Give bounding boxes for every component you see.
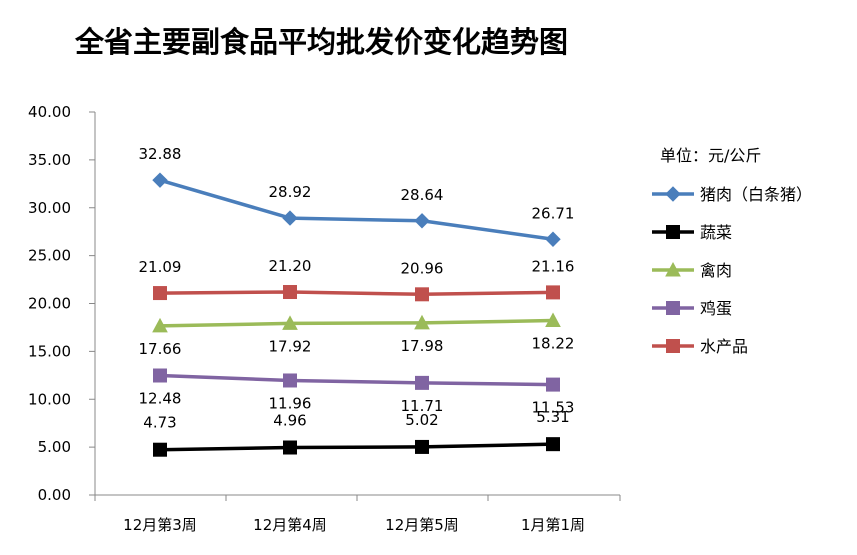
data-label: 5.02	[405, 411, 438, 429]
series-markers	[152, 172, 561, 457]
legend-swatch-marker	[666, 301, 680, 315]
data-label: 20.96	[401, 259, 444, 277]
data-label: 11.71	[401, 397, 444, 415]
data-label: 21.16	[532, 257, 575, 275]
data-point	[545, 231, 561, 247]
data-label: 12.48	[139, 390, 182, 408]
series-lines	[159, 178, 554, 452]
data-label: 5.31	[536, 408, 569, 426]
x-tick-label: 12月第3周	[123, 516, 197, 534]
y-tick-label: 40.00	[28, 103, 71, 121]
series-line	[159, 373, 554, 387]
data-label: 28.92	[269, 183, 312, 201]
data-point	[283, 440, 297, 455]
data-label: 21.09	[139, 258, 182, 276]
legend-label: 蔬菜	[700, 223, 732, 242]
data-label: 11.96	[269, 394, 312, 412]
series-line	[159, 442, 554, 452]
data-label: 17.92	[269, 337, 312, 355]
legend-label: 水产品	[700, 337, 748, 356]
chart-title: 全省主要副食品平均批发价变化趋势图	[74, 25, 568, 59]
y-tick-label: 30.00	[28, 199, 71, 217]
data-point	[545, 312, 561, 328]
legend-swatch-marker	[665, 186, 681, 202]
y-axis-ticks: 0.00 5.00 10.00 15.00 20.00 25.00 30.00 35.00 40…	[28, 103, 95, 504]
y-tick-label: 20.00	[28, 295, 71, 313]
data-point	[283, 285, 297, 300]
axes	[94, 112, 620, 496]
series-line	[159, 318, 554, 328]
data-point	[152, 317, 168, 333]
data-label: 21.20	[269, 257, 312, 275]
data-label: 4.73	[143, 414, 176, 432]
legend-label: 禽肉	[700, 261, 732, 280]
data-point	[414, 213, 430, 229]
x-axis-ticks: 12月第3周 12月第4周 12月第5周 1月第1周	[94, 495, 621, 534]
y-tick-label: 25.00	[28, 247, 71, 265]
data-point	[415, 375, 429, 390]
data-point	[153, 368, 167, 383]
data-point	[152, 172, 168, 188]
data-labels: 32.88 28.92 28.64 26.71 4.73 4.96 5.02 5.31 17.6…	[139, 145, 575, 432]
data-point	[282, 315, 298, 330]
y-tick-label: 0.00	[38, 486, 71, 504]
data-point	[283, 373, 297, 388]
series-line	[159, 290, 554, 297]
data-point	[153, 442, 167, 457]
legend-swatch-marker	[666, 339, 680, 353]
data-point	[546, 437, 560, 452]
data-label: 17.66	[139, 340, 182, 358]
legend-swatch-marker	[665, 261, 681, 277]
data-label: 28.64	[401, 186, 444, 204]
data-label: 26.71	[532, 204, 575, 222]
series-line	[159, 178, 554, 241]
data-label: 32.88	[139, 145, 182, 163]
data-label: 4.96	[273, 412, 306, 430]
data-label: 17.98	[401, 337, 444, 355]
y-tick-label: 15.00	[28, 342, 71, 360]
x-tick-label: 12月第4周	[253, 516, 327, 534]
data-point	[414, 314, 430, 330]
data-label: 18.22	[532, 335, 575, 353]
data-point	[415, 287, 429, 302]
data-point	[546, 285, 560, 300]
unit-note: 单位：元/公斤	[660, 146, 761, 165]
x-tick-label: 12月第5周	[385, 516, 459, 534]
y-tick-label: 35.00	[28, 151, 71, 169]
data-point	[153, 286, 167, 301]
legend-swatch-marker	[666, 225, 680, 239]
y-tick-label: 5.00	[38, 438, 71, 456]
data-point	[415, 439, 429, 454]
y-tick-label: 10.00	[28, 390, 71, 408]
x-tick-label: 1月第1周	[521, 516, 585, 534]
legend-label: 猪肉（白条猪）	[700, 185, 812, 204]
legend-label: 鸡蛋	[700, 299, 732, 318]
data-point	[282, 210, 298, 226]
data-point	[546, 377, 560, 392]
data-label: 11.53	[532, 399, 575, 417]
